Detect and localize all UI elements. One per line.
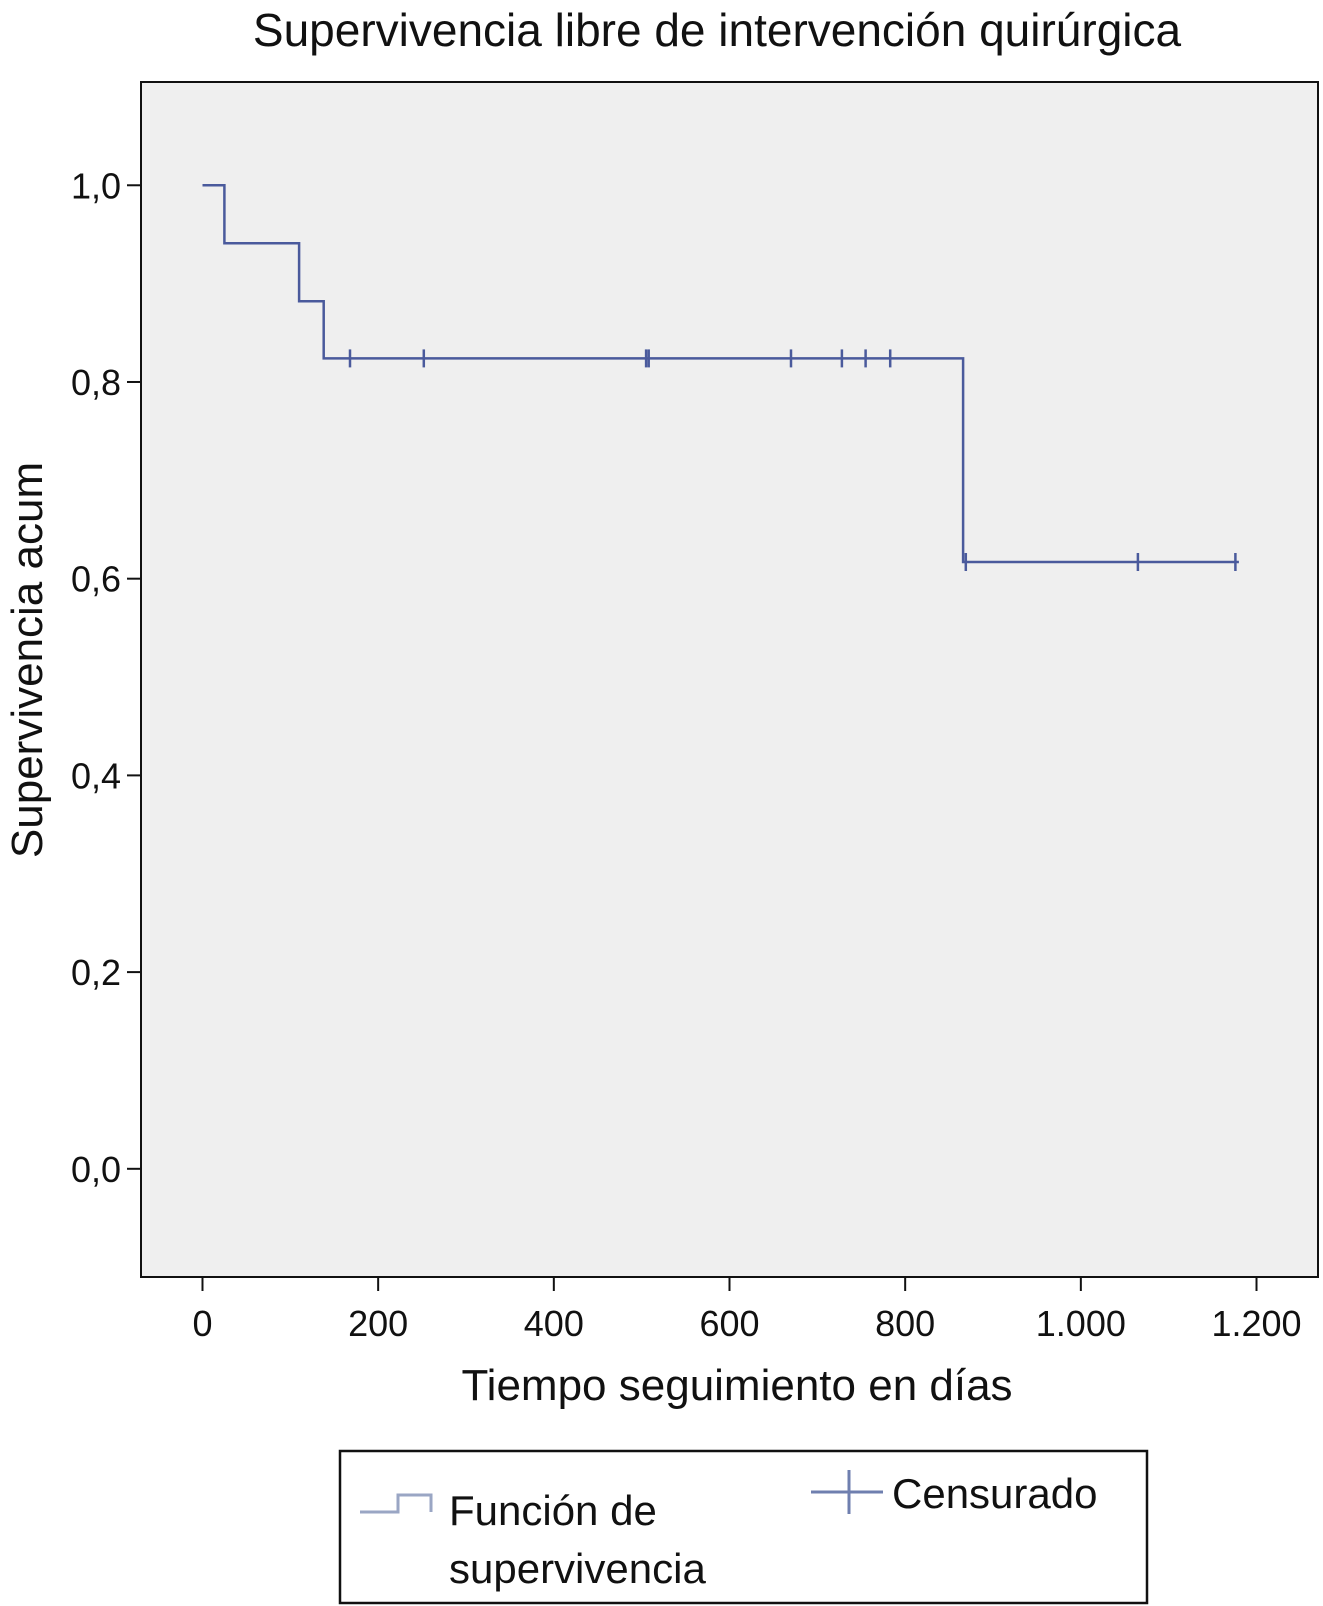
y-tick-label: 0,4 [71, 755, 121, 796]
legend-censored-label: Censurado [892, 1470, 1097, 1517]
legend-survival-swatch [360, 1493, 433, 1514]
x-axis-title: Tiempo seguimiento en días [461, 1361, 1012, 1410]
y-tick-label: 1,0 [71, 165, 121, 206]
x-axis: 0 200 400 600 800 1.000 1.200 [192, 1276, 1302, 1344]
x-tick-label: 1.200 [1211, 1303, 1301, 1344]
x-tick-label: 0 [192, 1303, 212, 1344]
x-tick-label: 400 [524, 1303, 584, 1344]
y-axis-title: Supervivencia acum [3, 462, 52, 858]
x-tick-label: 200 [348, 1303, 408, 1344]
y-tick-label: 0,2 [71, 952, 121, 993]
x-tick-label: 800 [875, 1303, 935, 1344]
legend-survival-label-line2: supervivencia [449, 1545, 706, 1592]
series-layer [202, 184, 1239, 571]
legend: Función de supervivencia Censurado [338, 1449, 1149, 1605]
y-tick-label: 0,6 [71, 559, 121, 600]
plot-area [140, 81, 1319, 1278]
chart-title: Supervivencia libre de intervención quir… [253, 4, 1182, 56]
legend-box [338, 1449, 1149, 1605]
y-axis: 0,0 0,2 0,4 0,6 0,8 1,0 [71, 165, 142, 1190]
legend-survival-label-line1: Función de [449, 1487, 657, 1534]
x-tick-label: 600 [699, 1303, 759, 1344]
y-tick-label: 0,0 [71, 1149, 121, 1190]
x-tick-label: 1.000 [1036, 1303, 1126, 1344]
y-tick-label: 0,8 [71, 362, 121, 403]
legend-censored-swatch [811, 1470, 883, 1514]
survival-step-line [202, 184, 1239, 564]
